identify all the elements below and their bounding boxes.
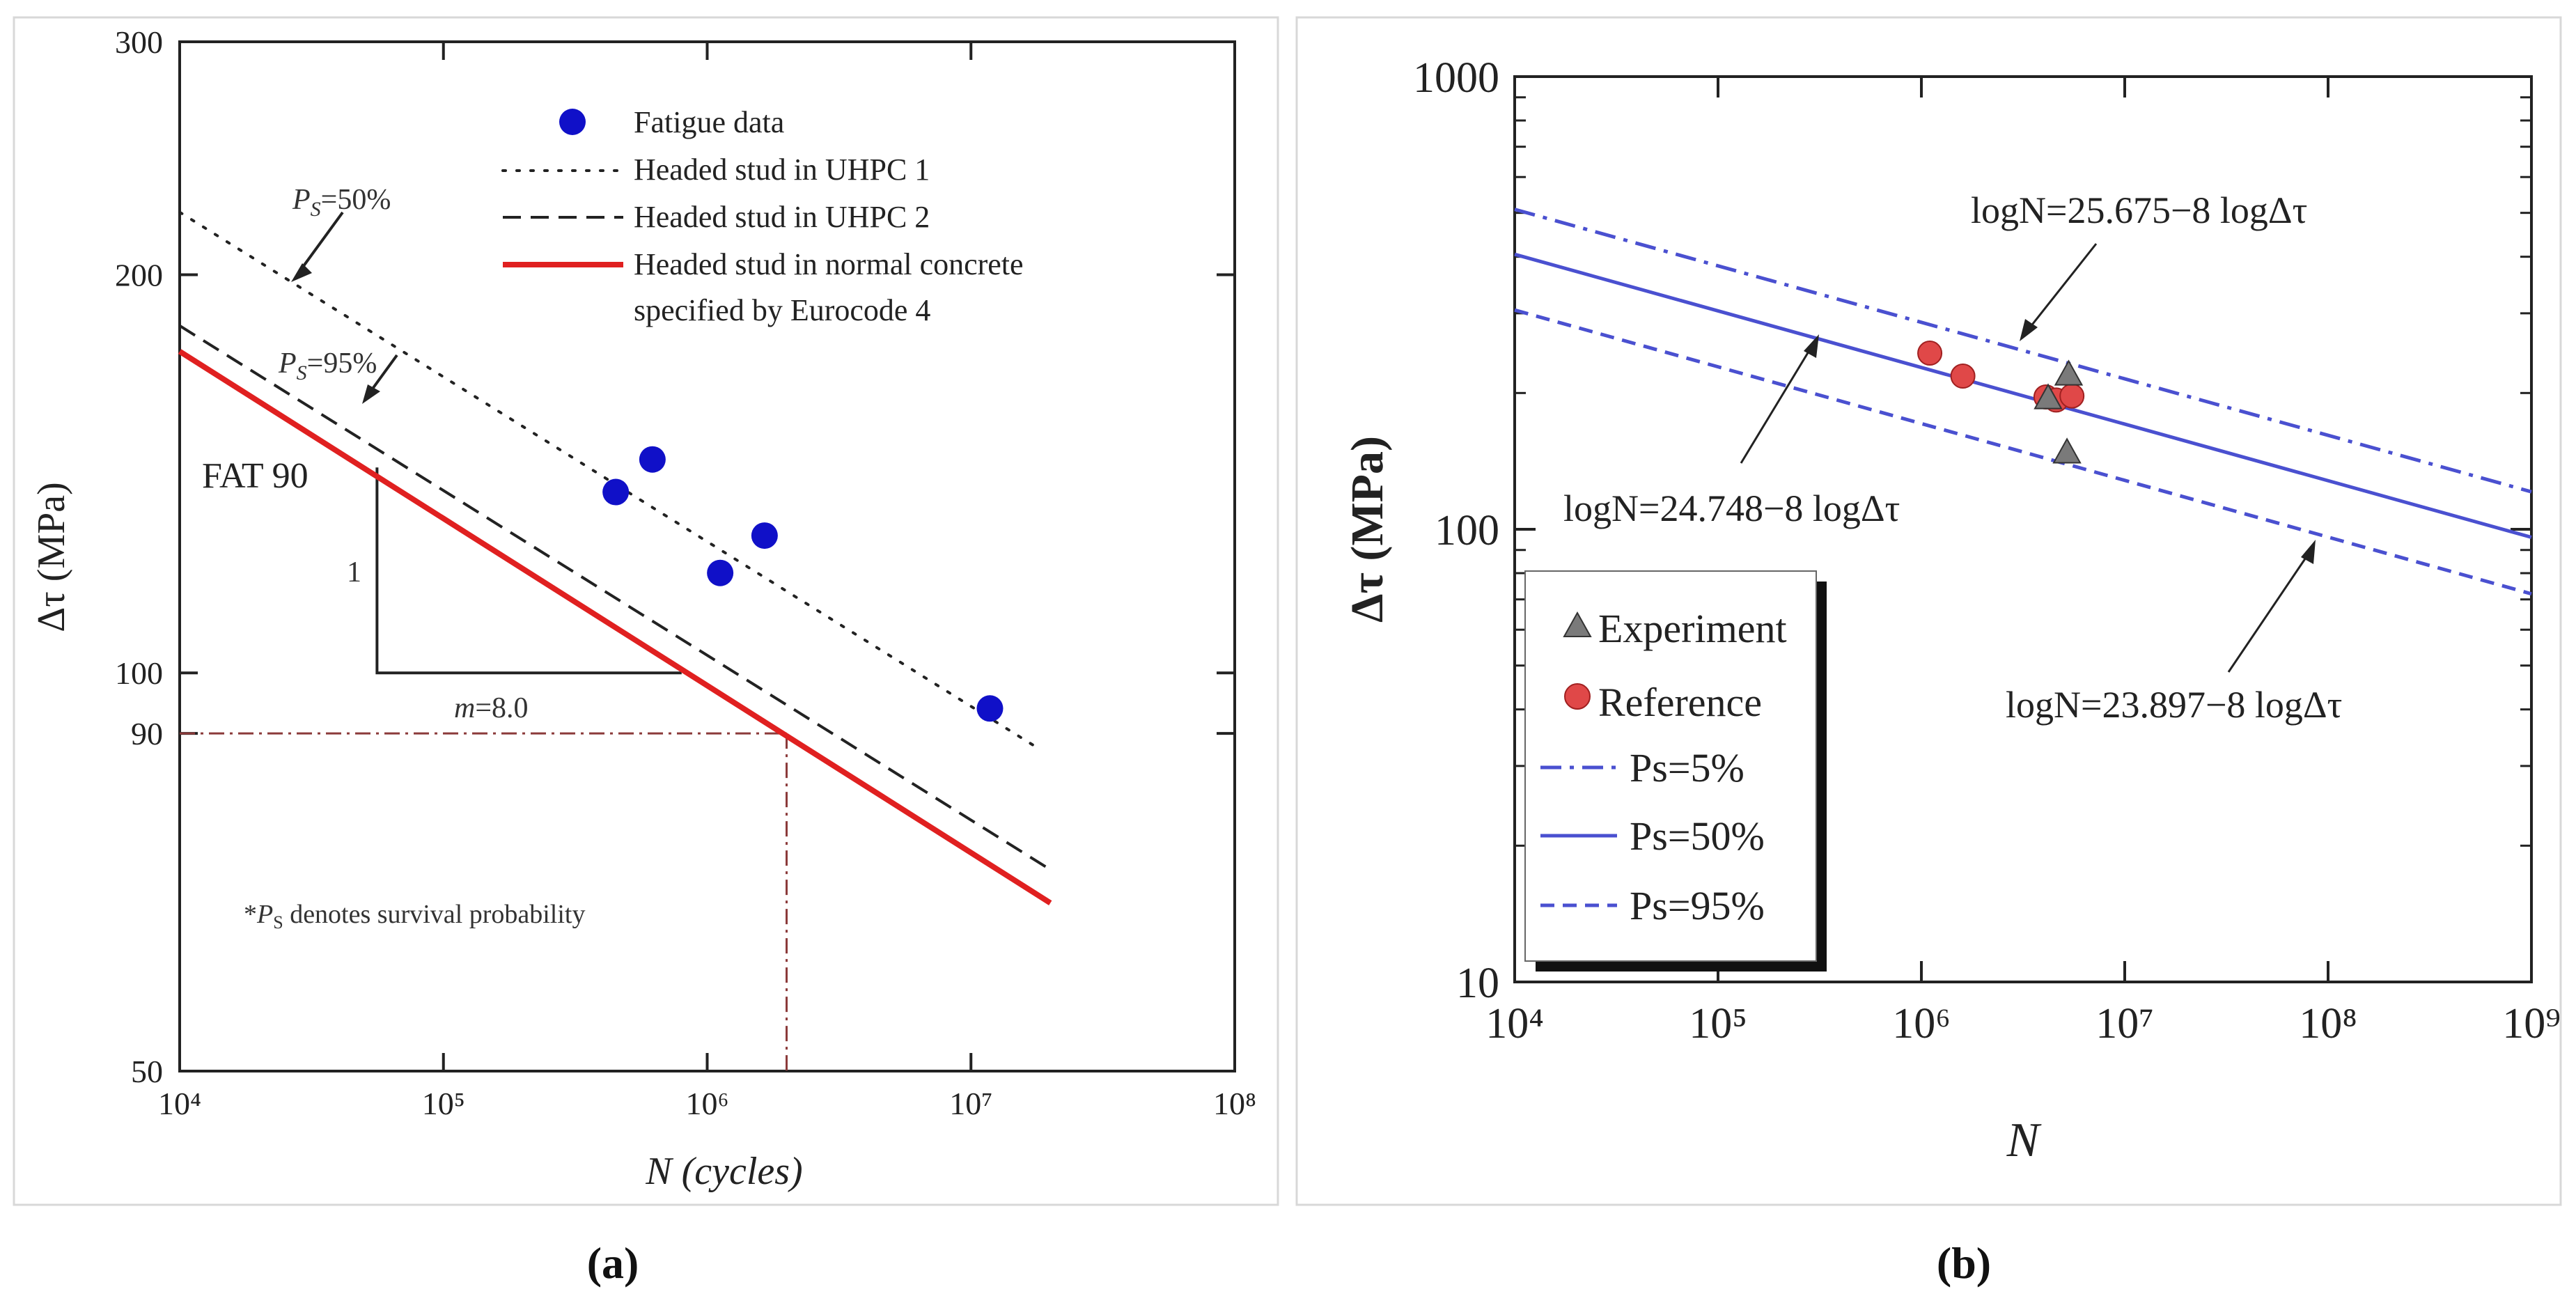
fatigue-data-points (602, 446, 1004, 722)
x-axis-a: 10⁴ 10⁵ 10⁶ 10⁷ 10⁸ (158, 42, 1256, 1121)
equation-ps50: logN=24.748−8 logΔτ (1563, 487, 1900, 529)
legend-label-fatigue: Fatigue data (634, 105, 784, 139)
equation-ps5-arrowhead (2020, 319, 2038, 341)
x-tick-label-a: 10⁴ (158, 1086, 201, 1121)
equation-ps95: logN=23.897−8 logΔτ (2006, 684, 2342, 726)
legend-label-ps95: Ps=95% (1630, 883, 1765, 928)
legend-label-reference: Reference (1598, 680, 1762, 725)
legend-label-eurocode4-line2: specified by Eurocode 4 (634, 293, 930, 327)
panel-a: 300 200 100 90 50 10⁴ 10⁵ 10⁶ 10⁷ 10⁸ Δτ (MPa) N… (13, 16, 1279, 1288)
y-axis-a: 300 200 100 90 50 (115, 24, 1235, 1089)
ps50-arrow (298, 211, 344, 273)
y-tick-label-a: 100 (115, 655, 163, 691)
x-tick-label-b: 10⁸ (2299, 1000, 2357, 1047)
data-point (976, 695, 1004, 722)
data-point (639, 446, 666, 473)
legend-marker-reference (1564, 683, 1591, 710)
reference-point (1917, 341, 1943, 366)
y-axis-label-b: Δτ (MPa) (1342, 436, 1393, 623)
y-axis-b: 1000 100 10 (1413, 54, 2531, 1007)
series-line-uhpc2 (178, 325, 1052, 871)
equation-ps95-arrow (2227, 553, 2310, 673)
y-tick-label-a: 50 (131, 1054, 163, 1089)
legend-label-uhpc1: Headed stud in UHPC 1 (634, 153, 930, 187)
x-tick-label-b: 10⁷ (2095, 1000, 2154, 1047)
legend-label-ps50: Ps=50% (1630, 813, 1765, 859)
series-line-eurocode4 (178, 349, 1052, 905)
reference-point (2059, 383, 2085, 409)
legend-label-eurocode4-line1: Headed stud in normal concrete (634, 247, 1024, 281)
data-point (602, 478, 630, 506)
x-tick-label-b: 10⁹ (2502, 1000, 2561, 1047)
series-line-ps95 (1514, 308, 2532, 596)
panel-label-a: (a) (587, 1238, 639, 1288)
legend-label-ps5: Ps=5% (1630, 745, 1744, 790)
x-axis-label-a: N (cycles) (645, 1150, 802, 1193)
x-tick-label-a: 10⁵ (422, 1086, 465, 1121)
equation-ps95-arrowhead (2301, 540, 2316, 564)
fat90-label: FAT 90 (202, 456, 309, 496)
y-tick-label-b: 1000 (1413, 54, 1499, 102)
experiment-point (2054, 359, 2084, 386)
y-tick-label-a: 300 (115, 24, 163, 60)
series-line-ps5 (1514, 208, 2532, 494)
panel-label-b: (b) (1937, 1238, 1991, 1288)
ps50-arrowhead (291, 263, 312, 282)
experiment-point (2034, 383, 2063, 409)
x-tick-label-a: 10⁷ (949, 1086, 992, 1121)
data-point (751, 522, 778, 549)
ps50-label: PS=50% (292, 184, 391, 221)
y-axis-label-a: Δτ (MPa) (30, 482, 73, 632)
x-tick-label-b: 10⁵ (1689, 1000, 1747, 1047)
slope-triangle (375, 467, 682, 675)
y-tick-label-a: 200 (115, 257, 163, 292)
legend-a: Fatigue data Headed stud in UHPC 1 Heade… (501, 105, 1024, 327)
x-tick-label-b: 10⁴ (1485, 1000, 1544, 1047)
y-tick-label-b: 10 (1456, 960, 1499, 1007)
legend-label-uhpc2: Headed stud in UHPC 2 (634, 200, 930, 234)
slope-m-label: m=8.0 (454, 692, 529, 724)
legend-marker-experiment (1563, 611, 1592, 637)
x-tick-label-a: 10⁸ (1213, 1086, 1256, 1121)
equation-ps5: logN=25.675−8 logΔτ (1971, 189, 2307, 231)
equation-ps5-arrow (2029, 243, 2098, 328)
panel-b-frame (1295, 16, 2562, 1206)
equation-ps50-arrowhead (1804, 334, 1819, 358)
survival-note: *PS denotes survival probability (244, 900, 585, 933)
x-axis-label-b: N (2006, 1114, 2042, 1167)
data-point (707, 559, 734, 586)
legend-label-experiment: Experiment (1598, 606, 1787, 651)
series-line-ps50 (1514, 252, 2532, 539)
experiment-reference-points (1917, 341, 2085, 464)
legend-marker-fatigue (559, 109, 586, 135)
series-line-uhpc1 (178, 210, 1037, 748)
x-tick-label-a: 10⁶ (685, 1086, 728, 1121)
panel-a-frame (13, 16, 1279, 1206)
y-tick-label-b: 100 (1435, 507, 1499, 554)
slope-rise-label: 1 (347, 556, 361, 588)
ps95-label: PS=95% (278, 348, 377, 384)
ps95-arrowhead (362, 384, 380, 404)
y-tick-label-a: 90 (131, 716, 163, 751)
x-axis-b: 10⁴ 10⁵ 10⁶ 10⁷ 10⁸ 10⁹ (1485, 77, 2561, 1047)
x-tick-label-b: 10⁶ (1892, 1000, 1951, 1047)
ps95-arrow (368, 354, 398, 395)
experiment-point (2052, 437, 2082, 464)
legend-b: Experiment Reference Ps=5% Ps=50% Ps=95% (1524, 570, 1827, 972)
reference-point (1950, 364, 1976, 389)
equation-ps50-arrow (1740, 348, 1812, 464)
